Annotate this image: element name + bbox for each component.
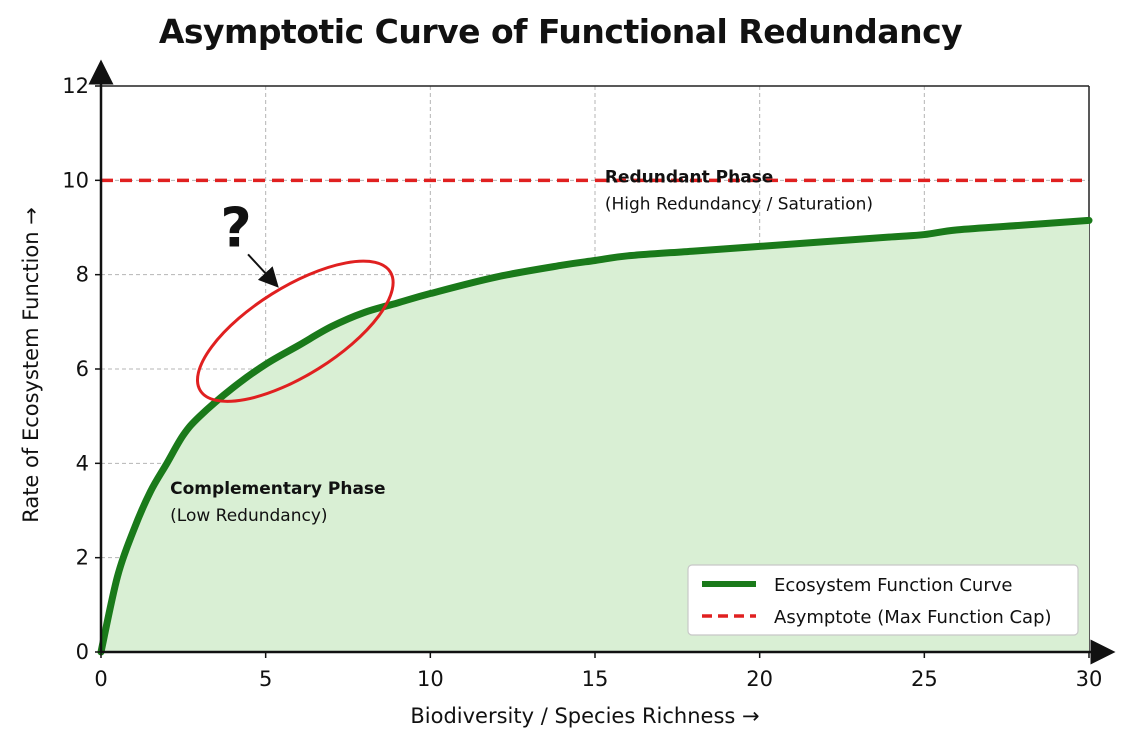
legend: Ecosystem Function Curve Asymptote (Max F… [687,564,1079,636]
ecosystem-function-curve [97,216,1093,656]
y-tick-label: 10 [62,168,89,192]
redundant-phase-title: Redundant Phase [605,168,773,188]
x-tick-label: 0 [94,667,107,691]
tick-labels: 0 5 10 15 20 25 30 0 2 4 6 8 10 12 [62,74,1102,691]
legend-box [687,564,1079,636]
highlight-ellipse [196,259,395,403]
area-fill [101,220,1089,653]
annotations: Complementary Phase (Low Redundancy) Redun… [170,168,873,526]
axes [88,59,1116,665]
question-mark-annotation: ? [220,196,251,259]
x-tick-label: 30 [1076,667,1103,691]
question-pointer-arrow [247,253,279,288]
legend-label-curve: Ecosystem Function Curve [774,575,1012,596]
x-tick-label: 20 [746,667,773,691]
y-axis-label: Rate of Ecosystem Function → [19,207,43,523]
curve-series [97,216,1093,656]
y-tick-label: 6 [76,357,89,381]
curve-area-fill [101,220,1089,653]
y-tick-label: 8 [76,263,89,287]
y-tick-label: 4 [76,451,89,475]
x-axis-label: Biodiversity / Species Richness → [410,704,759,728]
complementary-phase-title: Complementary Phase [170,479,385,499]
y-tick-label: 0 [76,640,89,664]
legend-label-asymptote: Asymptote (Max Function Cap) [774,607,1052,628]
x-tick-label: 15 [582,667,609,691]
chart-title: Asymptotic Curve of Functional Redundanc… [158,12,963,51]
x-tick-label: 10 [417,667,444,691]
x-tick-label: 5 [259,667,272,691]
complementary-phase-subtitle: (Low Redundancy) [170,506,327,526]
x-tick-label: 25 [911,667,938,691]
y-tick-label: 12 [62,74,89,98]
y-tick-label: 2 [76,546,89,570]
redundant-phase-subtitle: (High Redundancy / Saturation) [605,195,873,215]
